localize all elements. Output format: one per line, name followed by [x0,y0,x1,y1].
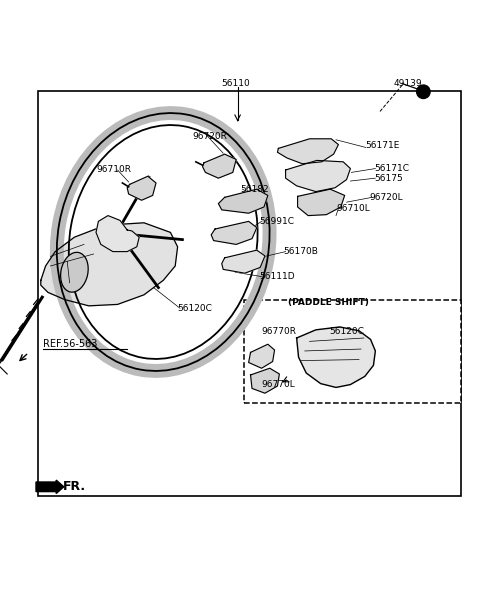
Polygon shape [277,139,338,164]
Text: (PADDLE SHIFT): (PADDLE SHIFT) [288,298,369,307]
Text: 56120C: 56120C [329,327,364,336]
Text: 96770L: 96770L [262,380,295,389]
Text: 56120C: 56120C [178,304,213,313]
Text: 96770R: 96770R [262,327,297,336]
Ellipse shape [60,252,88,292]
Text: REF.56-563: REF.56-563 [43,339,97,349]
Text: 96710L: 96710L [336,204,370,213]
Text: 96720R: 96720R [192,132,227,141]
Text: 96720L: 96720L [370,193,403,202]
FancyArrow shape [36,480,64,493]
Polygon shape [222,250,265,273]
Text: 56170B: 56170B [283,247,318,256]
Polygon shape [251,368,279,393]
Text: 56991C: 56991C [259,217,294,226]
Polygon shape [286,161,350,191]
Bar [38,91,461,496]
Bar [244,300,461,403]
Text: 56111D: 56111D [259,272,295,281]
Circle shape [417,85,430,98]
Polygon shape [203,154,236,178]
Text: 49139: 49139 [394,79,422,88]
Text: 56110: 56110 [221,79,250,88]
Polygon shape [298,189,345,216]
Polygon shape [127,176,156,201]
Text: 56171E: 56171E [365,141,399,150]
Text: 56175: 56175 [374,174,403,182]
Polygon shape [297,327,375,387]
Text: 56171C: 56171C [374,164,409,173]
Text: FR.: FR. [62,480,85,493]
Polygon shape [218,189,268,213]
Polygon shape [249,344,275,368]
Polygon shape [211,221,257,245]
Polygon shape [41,223,178,306]
Polygon shape [96,216,139,252]
Text: 96710R: 96710R [96,165,131,175]
Text: 56182: 56182 [240,185,269,194]
